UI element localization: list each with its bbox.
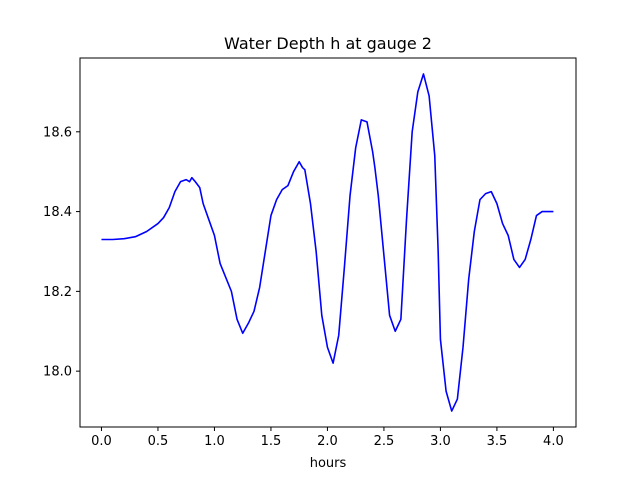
y-tick-label: 18.0 xyxy=(43,365,72,380)
y-tick-label: 18.2 xyxy=(43,285,72,300)
plot-area xyxy=(79,57,577,428)
x-axis-label: hours xyxy=(310,456,347,471)
x-tick-label: 3.5 xyxy=(487,434,508,449)
x-tick-label: 1.5 xyxy=(261,434,282,449)
series-layer xyxy=(101,73,554,412)
axes-frame xyxy=(79,57,577,428)
x-axis: 0.0 0.5 1.0 1.5 2.0 2.5 3.0 3.5 4.0 xyxy=(91,427,564,449)
x-tick-label: 4.0 xyxy=(543,434,564,449)
y-tick-label: 18.4 xyxy=(43,205,72,220)
y-axis: 18.0 18.2 18.4 18.6 xyxy=(43,125,80,380)
x-tick-label: 2.0 xyxy=(317,434,338,449)
y-tick-label: 18.6 xyxy=(43,125,72,140)
x-tick-label: 0.5 xyxy=(148,434,169,449)
series-line-0 xyxy=(101,73,554,412)
x-tick-label: 2.5 xyxy=(374,434,395,449)
x-tick-label: 0.0 xyxy=(91,434,112,449)
x-tick-label: 3.0 xyxy=(430,434,451,449)
x-tick-label: 1.0 xyxy=(204,434,225,449)
chart-title: Water Depth h at gauge 2 xyxy=(224,34,432,53)
